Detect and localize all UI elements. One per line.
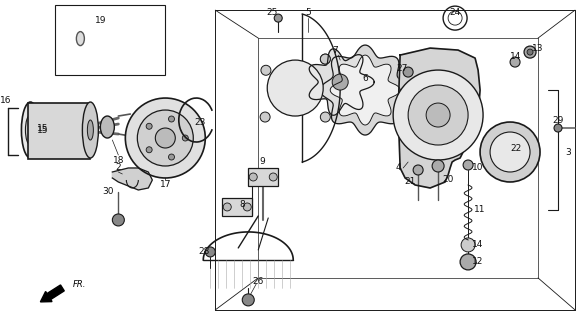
- Text: 19: 19: [95, 16, 106, 25]
- Circle shape: [510, 57, 520, 67]
- Circle shape: [242, 294, 254, 306]
- Circle shape: [260, 112, 270, 122]
- Text: 21: 21: [404, 178, 416, 187]
- Circle shape: [432, 160, 444, 172]
- Circle shape: [249, 173, 257, 181]
- FancyArrow shape: [40, 285, 64, 302]
- Circle shape: [321, 112, 331, 122]
- Circle shape: [524, 46, 536, 58]
- Text: 12: 12: [473, 257, 484, 267]
- Text: 4: 4: [395, 164, 401, 172]
- Circle shape: [274, 14, 282, 22]
- Circle shape: [460, 254, 476, 270]
- Circle shape: [408, 85, 468, 145]
- Ellipse shape: [101, 116, 114, 138]
- Circle shape: [137, 110, 193, 166]
- Bar: [29, 103, 90, 159]
- Circle shape: [223, 203, 231, 211]
- Circle shape: [146, 147, 152, 153]
- Ellipse shape: [25, 115, 36, 145]
- Circle shape: [183, 135, 188, 141]
- Circle shape: [426, 103, 450, 127]
- Circle shape: [269, 173, 277, 181]
- Polygon shape: [320, 45, 410, 135]
- Circle shape: [168, 116, 174, 122]
- Bar: [56, 5, 166, 75]
- Ellipse shape: [87, 120, 94, 140]
- Text: 22: 22: [511, 143, 522, 153]
- Text: 16: 16: [0, 96, 11, 105]
- Circle shape: [461, 238, 475, 252]
- Text: 26: 26: [253, 277, 264, 286]
- Text: 28: 28: [198, 247, 210, 256]
- Text: 23: 23: [195, 117, 206, 126]
- Text: 2: 2: [115, 164, 121, 172]
- Text: 5: 5: [305, 8, 311, 17]
- Circle shape: [168, 154, 174, 160]
- Circle shape: [321, 54, 331, 64]
- Text: 6: 6: [362, 74, 368, 83]
- Circle shape: [267, 60, 323, 116]
- Text: 11: 11: [474, 205, 486, 214]
- Text: 13: 13: [532, 44, 544, 52]
- Bar: [222, 198, 252, 216]
- Circle shape: [243, 203, 251, 211]
- Circle shape: [490, 132, 530, 172]
- Circle shape: [480, 122, 540, 182]
- Text: 15: 15: [37, 124, 48, 132]
- Circle shape: [413, 165, 423, 175]
- Circle shape: [554, 124, 562, 132]
- Text: 17: 17: [160, 180, 171, 189]
- Circle shape: [125, 98, 205, 178]
- Text: 18: 18: [112, 156, 124, 164]
- Ellipse shape: [77, 32, 84, 45]
- Circle shape: [527, 49, 533, 55]
- Text: FR.: FR.: [73, 280, 86, 289]
- Circle shape: [393, 70, 483, 160]
- Circle shape: [261, 65, 271, 75]
- Ellipse shape: [22, 102, 39, 158]
- Text: 27: 27: [397, 64, 408, 73]
- Polygon shape: [309, 49, 374, 115]
- Circle shape: [205, 247, 215, 257]
- Text: 20: 20: [442, 175, 454, 185]
- Text: 24: 24: [449, 8, 461, 17]
- Text: 29: 29: [552, 116, 564, 124]
- Circle shape: [156, 128, 176, 148]
- Text: 7: 7: [332, 45, 338, 55]
- Text: 3: 3: [565, 148, 571, 156]
- Bar: [248, 168, 278, 186]
- Text: 14: 14: [473, 240, 484, 249]
- Polygon shape: [330, 55, 400, 125]
- Ellipse shape: [82, 102, 98, 158]
- Text: 14: 14: [510, 52, 522, 60]
- Polygon shape: [398, 48, 480, 188]
- Text: 15: 15: [37, 125, 48, 134]
- Text: 25: 25: [267, 8, 278, 17]
- Circle shape: [112, 214, 125, 226]
- Text: 9: 9: [259, 157, 265, 166]
- Circle shape: [321, 54, 331, 64]
- Text: 30: 30: [102, 188, 114, 196]
- Circle shape: [463, 160, 473, 170]
- Circle shape: [146, 123, 152, 129]
- Text: 10: 10: [472, 164, 484, 172]
- Circle shape: [332, 74, 348, 90]
- Circle shape: [403, 67, 413, 77]
- Polygon shape: [112, 168, 152, 190]
- Text: 8: 8: [239, 200, 245, 210]
